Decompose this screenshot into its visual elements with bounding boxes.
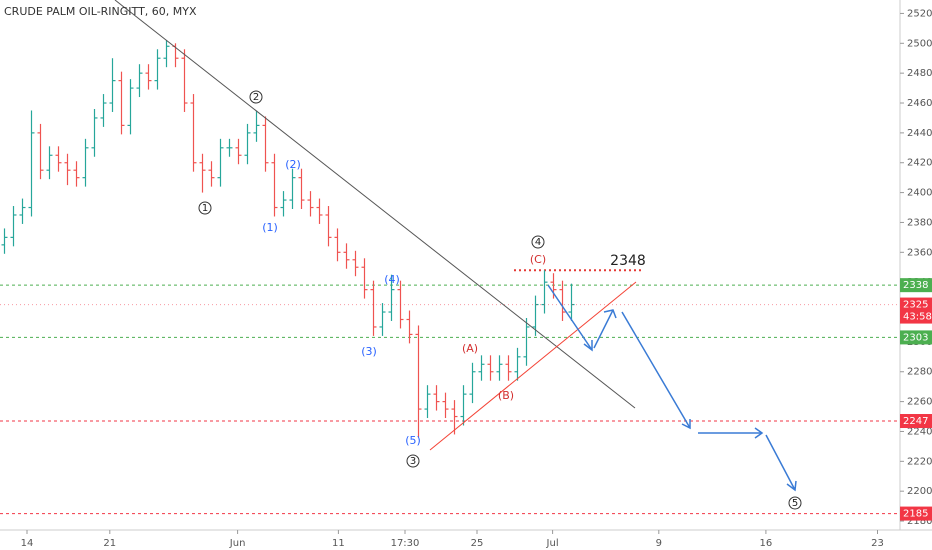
wave-circle	[531, 235, 545, 249]
price-tag	[900, 297, 932, 324]
wave-label: (B)	[498, 389, 514, 402]
x-tick-label: 21	[103, 538, 116, 549]
wave-label: (3)	[361, 345, 377, 358]
price-tag-label: 2338	[903, 280, 928, 291]
trend-line	[114, 0, 636, 409]
y-tick-label: 2360	[907, 247, 932, 258]
y-tick-label: 2280	[907, 367, 932, 378]
x-tick-label: 17:30	[391, 538, 420, 549]
x-tick-label: Jul	[546, 538, 559, 549]
y-tick-label: 2440	[907, 128, 932, 139]
y-tick-label: 2200	[907, 486, 932, 497]
wave-labels: 2 1 (2) (1) (4) (3) (5) 3 (A) (B) (C) 4 …	[198, 90, 802, 510]
arrow	[621, 311, 691, 429]
wave-circle	[198, 201, 212, 215]
price-tag-label: 2185	[903, 509, 928, 520]
price-tag	[900, 330, 932, 345]
x-tick-label: 14	[21, 538, 34, 549]
arrow	[765, 434, 796, 491]
y-tick-label: 2380	[907, 217, 932, 228]
x-tick-label: 25	[471, 538, 484, 549]
wave-label: (5)	[405, 434, 421, 447]
x-tick-label: 9	[656, 538, 662, 549]
x-tick-label: 11	[332, 538, 345, 549]
x-tick-label: 16	[760, 538, 773, 549]
price-tag	[900, 414, 932, 429]
y-tick-label: 2260	[907, 397, 932, 408]
countdown-label: 43:58	[903, 312, 932, 323]
wave-label: (4)	[384, 273, 400, 286]
price-tag	[900, 278, 932, 293]
price-tag	[900, 506, 932, 521]
y-tick-label: 2520	[907, 8, 932, 19]
wave-circle	[406, 454, 420, 468]
arrow	[547, 284, 593, 351]
arrow-head	[754, 427, 764, 439]
wave-circle	[788, 496, 802, 510]
wave-label: 3	[410, 456, 416, 467]
arrow-head	[786, 480, 797, 492]
arrow-head	[681, 419, 691, 430]
x-tick-label: Jun	[229, 538, 246, 549]
projection-arrows	[547, 284, 797, 492]
resistance-label: 2348	[610, 253, 646, 269]
plot-area	[0, 40, 900, 515]
arrow-head	[583, 340, 593, 352]
y-tick-label: 2220	[907, 456, 932, 467]
wave-circle	[249, 90, 263, 104]
y-tick-label: 2460	[907, 98, 932, 109]
y-tick-label: 2180	[907, 516, 932, 527]
y-tick-label: 2500	[907, 38, 932, 49]
y-tick-label: 2420	[907, 158, 932, 169]
wave-label: 5	[792, 498, 798, 509]
wave-label: 2	[253, 92, 259, 103]
trend-line	[429, 281, 637, 451]
wave-label: 4	[535, 237, 541, 248]
price-tag-label: 2325	[903, 300, 928, 311]
wave-label: (1)	[262, 221, 278, 234]
y-tick-label: 2480	[907, 68, 932, 79]
chart-title: CRUDE PALM OIL-RINGITT, 60, MYX	[4, 5, 197, 18]
y-tick-label: 2240	[907, 426, 932, 437]
wave-label: (A)	[462, 342, 478, 355]
y-tick-label: 2400	[907, 188, 932, 199]
wave-label: (2)	[285, 158, 301, 171]
price-tag-label: 2303	[903, 332, 928, 343]
x-tick-label: 23	[871, 538, 884, 549]
wave-label: 1	[202, 203, 208, 214]
price-tag-label: 2247	[903, 416, 928, 427]
arrow-head	[603, 309, 617, 319]
arrow	[593, 309, 614, 349]
wave-label: (C)	[530, 253, 546, 266]
